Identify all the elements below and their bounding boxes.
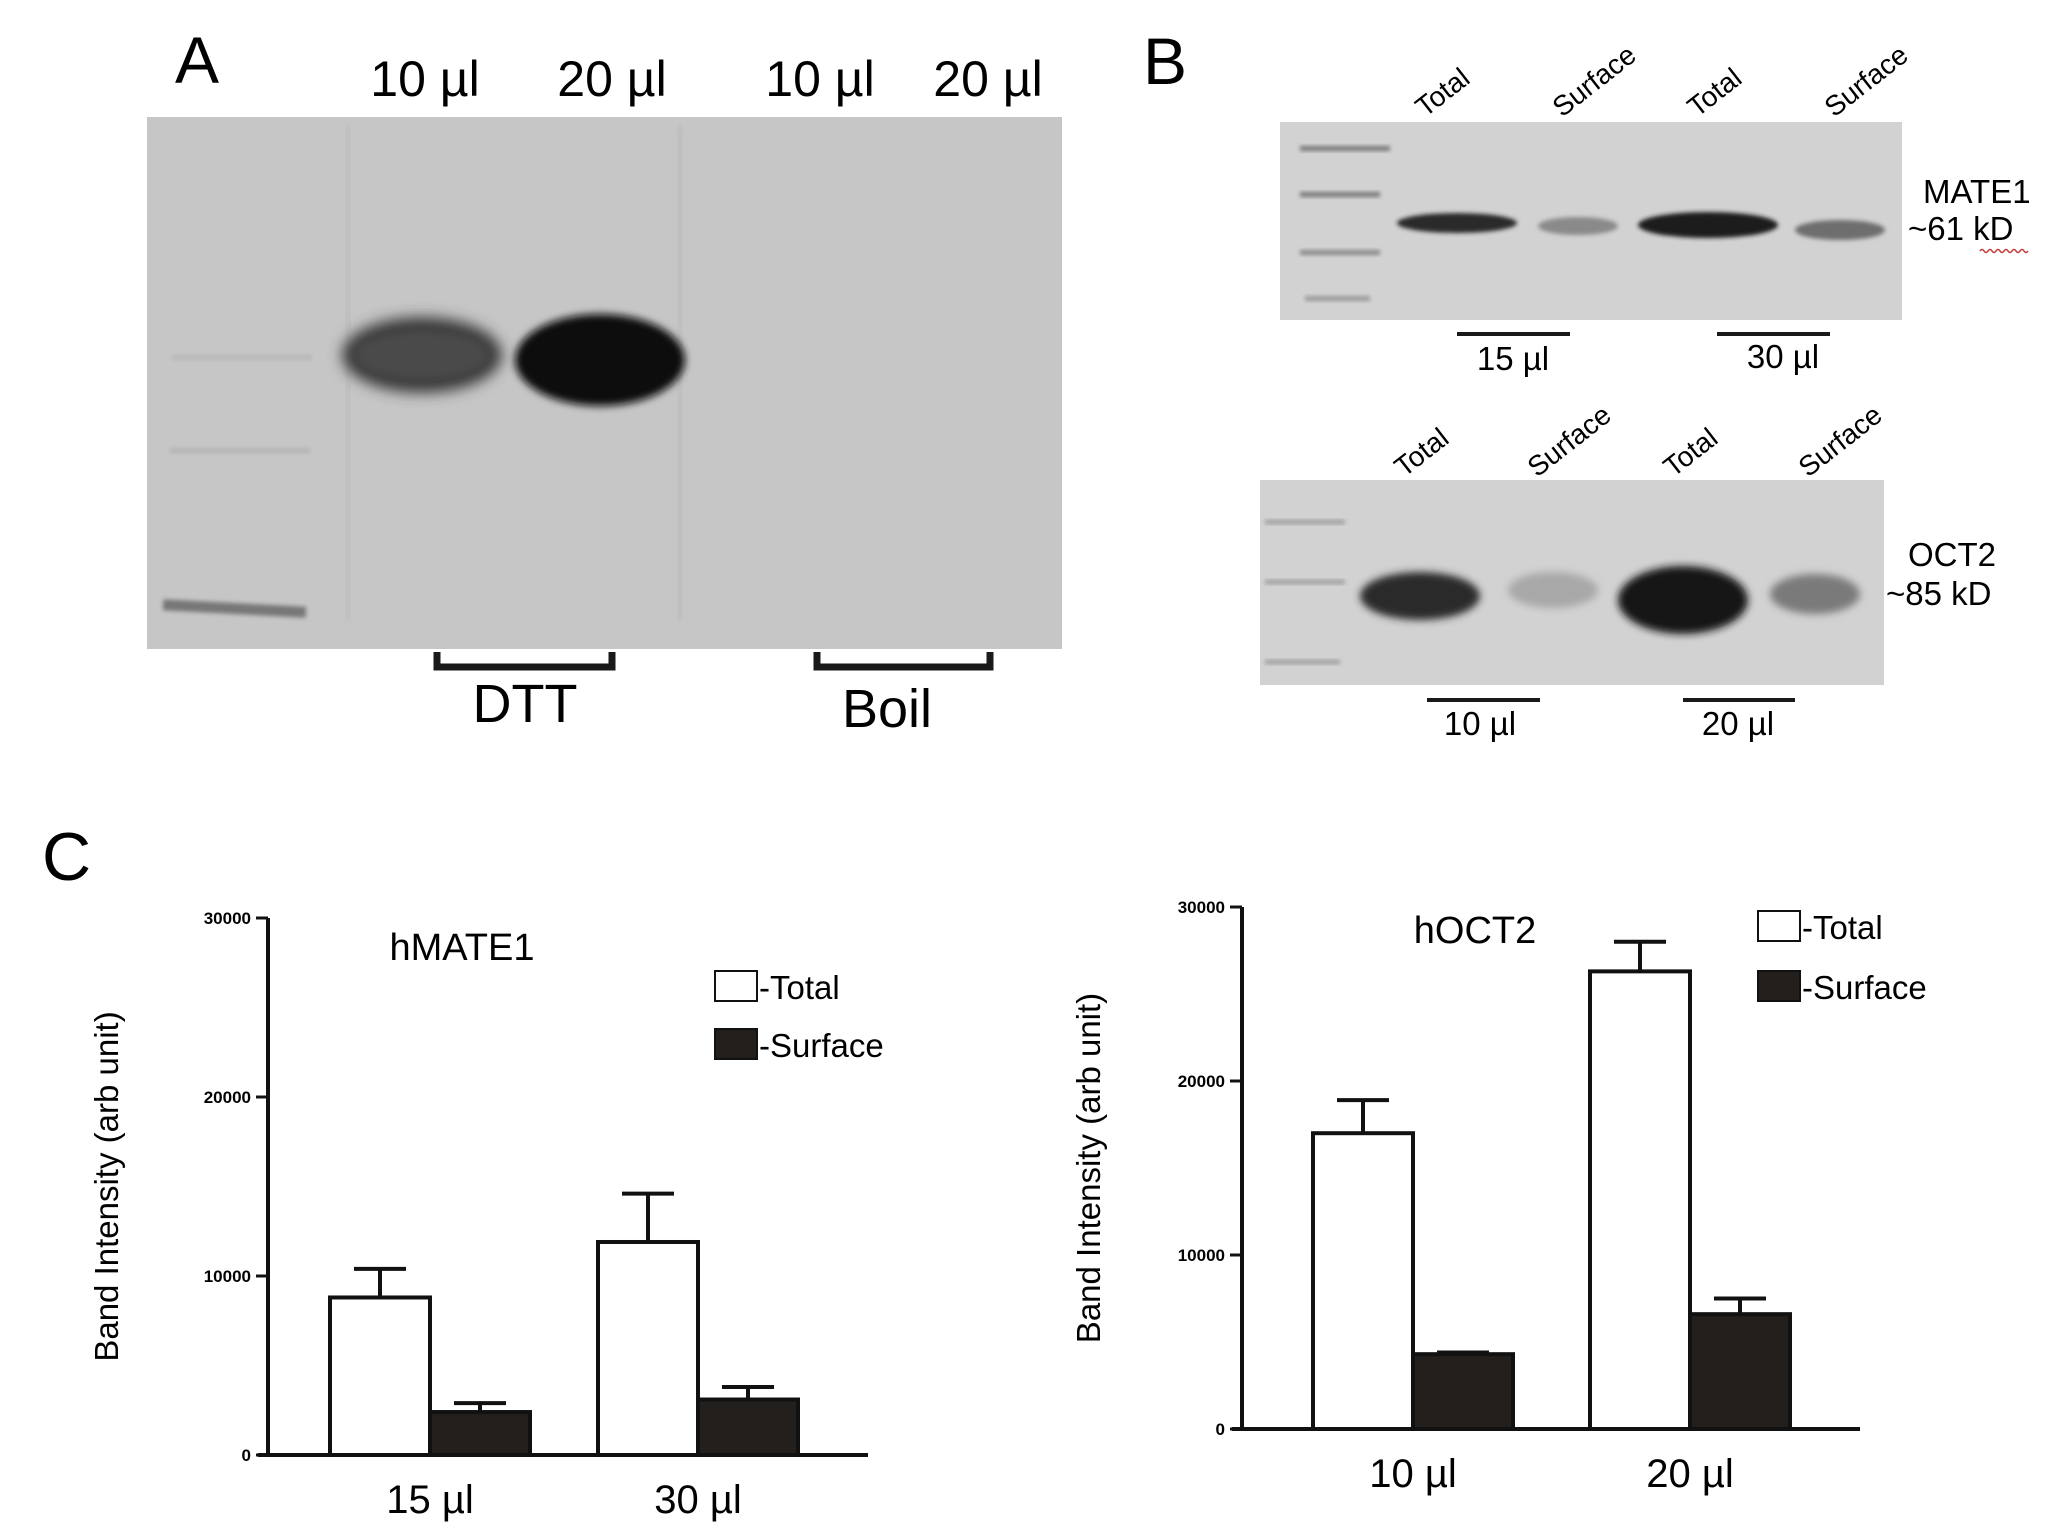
y-axis-label: Band Intensity (arb unit) xyxy=(88,1011,125,1361)
boil-bracket xyxy=(813,652,994,671)
mate1-protein-label: MATE1 xyxy=(1923,173,2031,210)
boil-label: Boil xyxy=(842,679,932,739)
chart-title: hOCT2 xyxy=(1414,910,1536,952)
y-tick-label: 10000 xyxy=(1178,1246,1225,1265)
panel-a-lane-label: 20 µl xyxy=(933,51,1042,107)
legend-label: -Total xyxy=(759,969,840,1006)
protein-band xyxy=(1770,574,1860,614)
ladder-band xyxy=(1300,250,1380,255)
ladder-band xyxy=(1265,660,1340,664)
oct2-blot xyxy=(1260,480,1884,685)
protein-band xyxy=(1538,217,1618,235)
mate1-group-label: 15 µl xyxy=(1477,340,1549,377)
legend-label: -Surface xyxy=(1802,969,1927,1006)
mate1-lane-label: Surface xyxy=(1547,39,1642,123)
oct2-protein-label: OCT2 xyxy=(1908,536,1996,573)
y-tick-label: 0 xyxy=(1216,1420,1225,1439)
protein-band xyxy=(1795,220,1885,240)
ladder-band xyxy=(162,599,307,618)
x-tick-label: 30 µl xyxy=(654,1478,742,1522)
bar xyxy=(696,1397,800,1458)
panel-a-lane-label: 20 µl xyxy=(557,51,666,107)
bar xyxy=(596,1239,700,1457)
protein-band xyxy=(1618,566,1748,634)
ladder-band xyxy=(1305,296,1370,301)
x-tick-label: 15 µl xyxy=(386,1478,474,1522)
oct2-lane-label: Surface xyxy=(1522,399,1617,483)
hmate1-chart: 0 10000 20000 30000 Band Intensity (arb unit… xyxy=(88,909,884,1522)
protein-band xyxy=(1508,572,1598,608)
ladder-band xyxy=(1300,192,1380,197)
y-tick-label: 0 xyxy=(242,1446,251,1465)
bar xyxy=(1411,1352,1515,1432)
protein-band xyxy=(1360,572,1480,620)
panel-a: A 10 µl 20 µl 10 µl 20 µl DTT Boil xyxy=(147,23,1062,739)
ladder-band xyxy=(172,355,312,360)
panel-a-blot xyxy=(147,117,1062,649)
oct2-lane-label: Total xyxy=(1658,422,1724,483)
legend-label: -Surface xyxy=(759,1027,884,1064)
y-axis-label: Band Intensity (arb unit) xyxy=(1070,993,1107,1343)
mate1-group-label: 30 µl xyxy=(1747,338,1819,375)
y-tick-label: 20000 xyxy=(204,1088,251,1107)
y-tick-label: 10000 xyxy=(204,1267,251,1286)
mate1-size-underline xyxy=(1979,248,2029,254)
y-tick-label: 30000 xyxy=(204,909,251,928)
y-tick-label: 30000 xyxy=(1178,898,1225,917)
lane-shadow xyxy=(346,125,350,620)
bar xyxy=(428,1410,532,1458)
oct2-group-label: 10 µl xyxy=(1444,705,1516,742)
panel-c: C 0 10000 20000 30000 Band Intensity (arb un… xyxy=(42,819,1927,1522)
dtt-bracket xyxy=(433,652,616,671)
oct2-lane-label: Total xyxy=(1389,422,1455,483)
panel-a-letter: A xyxy=(175,23,219,97)
protein-band xyxy=(1638,212,1778,238)
mate1-blot xyxy=(1280,122,1902,320)
mate1-lane-label: Surface xyxy=(1819,39,1914,123)
dtt-label: DTT xyxy=(473,674,578,734)
legend-swatch xyxy=(714,970,758,1002)
protein-band xyxy=(1397,213,1517,233)
ladder-band xyxy=(1265,520,1345,524)
mate1-size-label: ~61 kD xyxy=(1908,210,2013,247)
panel-b: B Total Surface Total Surface MATE1 ~61 … xyxy=(1143,24,2031,742)
x-tick-label: 20 µl xyxy=(1646,1452,1734,1496)
mate1-lane-label: Total xyxy=(1410,62,1476,123)
bar xyxy=(1311,1131,1415,1431)
oct2-size-label: ~85 kD xyxy=(1886,575,1991,612)
ladder-band xyxy=(1265,580,1345,584)
x-tick-label: 10 µl xyxy=(1369,1452,1457,1496)
panel-a-lane-label: 10 µl xyxy=(370,51,479,107)
panel-b-letter: B xyxy=(1143,24,1187,98)
legend-swatch xyxy=(1757,970,1801,1002)
legend-swatch xyxy=(714,1028,758,1060)
ladder-band xyxy=(170,448,310,453)
protein-band xyxy=(515,314,685,406)
bar xyxy=(328,1295,432,1457)
oct2-lane-label: Surface xyxy=(1793,399,1888,483)
ladder-band xyxy=(1300,146,1390,151)
chart-title: hMATE1 xyxy=(389,927,534,969)
bar xyxy=(1588,969,1692,1431)
legend-label: -Total xyxy=(1802,909,1883,946)
panel-c-letter: C xyxy=(42,819,91,895)
protein-band xyxy=(356,331,488,379)
bar xyxy=(1688,1312,1792,1432)
legend-swatch xyxy=(1757,910,1801,942)
panel-a-lane-label: 10 µl xyxy=(765,51,874,107)
oct2-group-label: 20 µl xyxy=(1702,705,1774,742)
mate1-lane-label: Total xyxy=(1682,62,1748,123)
hoct2-chart: 0 10000 20000 30000 Band Intensity (arb unit… xyxy=(1070,898,1927,1496)
y-tick-label: 20000 xyxy=(1178,1072,1225,1091)
